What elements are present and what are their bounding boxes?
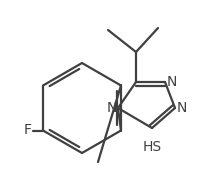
Text: HS: HS	[142, 140, 162, 154]
Text: N: N	[167, 75, 177, 89]
Text: N: N	[177, 101, 187, 115]
Text: N: N	[107, 101, 117, 115]
Text: F: F	[24, 124, 32, 138]
